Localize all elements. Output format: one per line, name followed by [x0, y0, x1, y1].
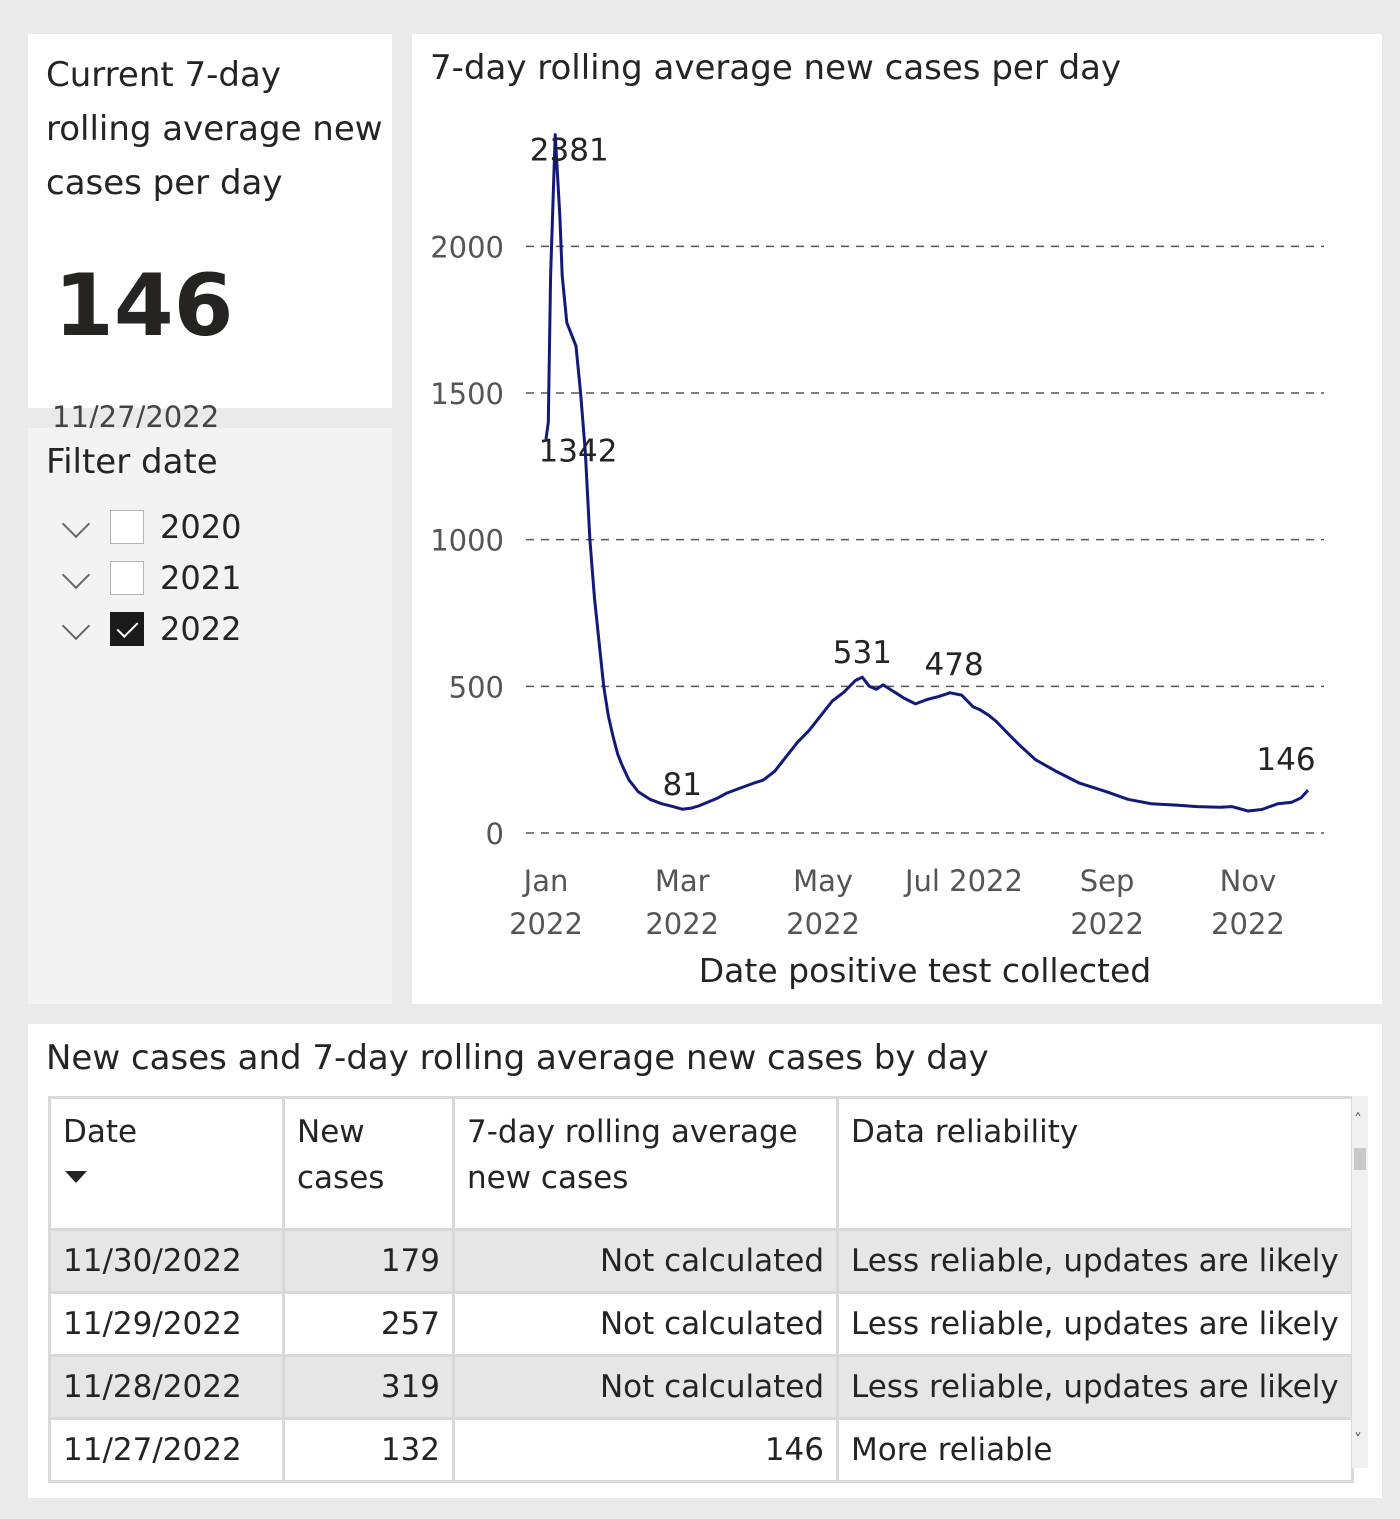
data-label: 81: [663, 767, 702, 803]
cell-date: 11/30/2022: [48, 1228, 285, 1294]
cell-reliability: More reliable: [836, 1417, 1354, 1483]
chart-title: 7-day rolling average new cases per day: [430, 48, 1122, 88]
kpi-value: 146: [54, 256, 234, 356]
chevron-down-icon[interactable]: [58, 614, 94, 644]
table-card: New cases and 7-day rolling average new …: [28, 1024, 1382, 1498]
column-header-label: Data reliability: [851, 1114, 1079, 1150]
checkbox-2022[interactable]: [110, 612, 144, 646]
filter-title: Filter date: [46, 442, 218, 482]
cell-new-cases: 319: [282, 1354, 455, 1420]
x-tick-label: 2022: [645, 907, 719, 941]
table-scrollbar[interactable]: ˄ ˅: [1352, 1096, 1368, 1468]
column-header-new-cases[interactable]: New cases: [282, 1096, 455, 1231]
x-tick-label: 2022: [509, 907, 583, 941]
kpi-title: Current 7-day rolling average new cases …: [46, 55, 383, 203]
data-label: 478: [925, 647, 984, 683]
cell-rolling-average: Not calculated: [452, 1228, 839, 1294]
cell-reliability: Less reliable, updates are likely: [836, 1228, 1354, 1294]
filter-item-label: 2022: [160, 610, 242, 648]
table-row[interactable]: 11/27/2022 132 146 More reliable: [48, 1417, 1354, 1483]
data-label: 2381: [530, 133, 609, 169]
chevron-down-icon[interactable]: [58, 563, 94, 593]
cell-new-cases: 179: [282, 1228, 455, 1294]
column-header-reliability[interactable]: Data reliability: [836, 1096, 1354, 1231]
table-row[interactable]: 11/28/2022 319 Not calculated Less relia…: [48, 1354, 1354, 1420]
data-label: 146: [1256, 742, 1315, 778]
scroll-up-icon[interactable]: ˄: [1354, 1110, 1362, 1129]
kpi-card: Current 7-day rolling average new cases …: [28, 34, 392, 434]
cell-new-cases: 132: [282, 1417, 455, 1483]
filter-item-label: 2021: [160, 559, 242, 597]
cell-date: 11/28/2022: [48, 1354, 285, 1420]
scroll-down-icon[interactable]: ˅: [1354, 1430, 1362, 1449]
cases-table: Date New cases 7-day rolling average new…: [48, 1096, 1354, 1483]
x-tick-label: 2022: [786, 907, 860, 941]
sort-descending-icon[interactable]: [65, 1171, 87, 1183]
y-tick-label: 2000: [430, 230, 504, 264]
column-header-label: New cases: [297, 1114, 385, 1196]
cell-date: 11/29/2022: [48, 1291, 285, 1357]
cell-new-cases: 257: [282, 1291, 455, 1357]
table-title: New cases and 7-day rolling average new …: [46, 1038, 989, 1078]
scrollbar-thumb[interactable]: [1354, 1148, 1366, 1170]
filter-date-slicer: Filter date 2020 2021 2022: [28, 428, 392, 1004]
x-tick-label: Nov: [1220, 864, 1277, 898]
y-tick-label: 0: [486, 817, 504, 851]
table-row[interactable]: 11/29/2022 257 Not calculated Less relia…: [48, 1291, 1354, 1357]
x-tick-label: Mar: [655, 864, 710, 898]
filter-item-2021[interactable]: 2021: [58, 555, 241, 601]
x-tick-label: 2022: [1070, 907, 1144, 941]
column-header-date[interactable]: Date: [48, 1096, 285, 1231]
data-label: 531: [833, 635, 892, 671]
column-header-label: 7-day rolling average new cases: [467, 1114, 798, 1196]
line-chart[interactable]: 0 500 1000 1500 2000 Jan 2022 Mar 2022 May 2022 Jul…: [412, 34, 1382, 1004]
y-tick-label: 1500: [430, 377, 504, 411]
chevron-down-icon[interactable]: [58, 512, 94, 542]
data-label: 1342: [539, 433, 618, 469]
x-tick-label: Jul 2022: [903, 864, 1023, 898]
table-row[interactable]: 11/30/2022 179 Not calculated Less relia…: [48, 1228, 1354, 1294]
column-header-label: Date: [63, 1114, 138, 1150]
table-header-row: Date New cases 7-day rolling average new…: [48, 1096, 1354, 1231]
cell-rolling-average: Not calculated: [452, 1354, 839, 1420]
x-tick-label: Sep: [1080, 864, 1135, 898]
checkbox-2021[interactable]: [110, 561, 144, 595]
x-tick-label: Jan: [522, 864, 569, 898]
filter-item-2022[interactable]: 2022: [58, 606, 241, 652]
cell-rolling-average: Not calculated: [452, 1291, 839, 1357]
filter-item-2020[interactable]: 2020: [58, 504, 241, 550]
column-header-rolling-average[interactable]: 7-day rolling average new cases: [452, 1096, 839, 1231]
x-tick-label: 2022: [1211, 907, 1285, 941]
x-tick-label: May: [793, 864, 853, 898]
y-tick-label: 500: [449, 670, 504, 704]
checkbox-2020[interactable]: [110, 510, 144, 544]
cell-rolling-average: 146: [452, 1417, 839, 1483]
x-axis-label: Date positive test collected: [699, 951, 1151, 990]
line-chart-card: 7-day rolling average new cases per day …: [412, 34, 1382, 1004]
filter-item-label: 2020: [160, 508, 242, 546]
cell-reliability: Less reliable, updates are likely: [836, 1291, 1354, 1357]
y-tick-label: 1000: [430, 524, 504, 558]
cell-date: 11/27/2022: [48, 1417, 285, 1483]
series-line[interactable]: [544, 133, 1310, 813]
cell-reliability: Less reliable, updates are likely: [836, 1354, 1354, 1420]
